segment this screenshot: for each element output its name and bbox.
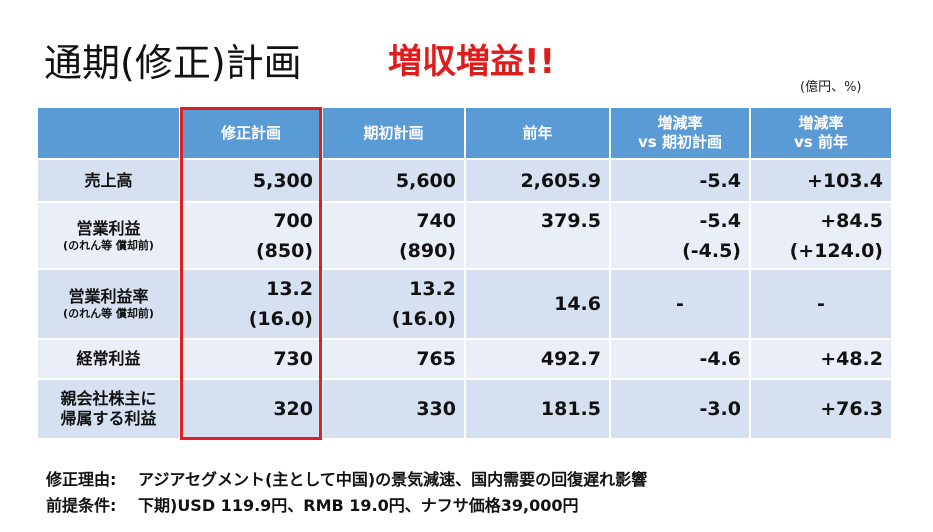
header-cell: 期初計画 — [323, 108, 464, 158]
note-label: 修正理由: — [46, 470, 117, 489]
cell-text: 320 — [273, 398, 313, 420]
data-cell: 13.2 (16.0) — [323, 270, 464, 338]
note: 修正理由: アジアセグメント(主として中国)の景気減速、国内需要の回復遅れ影響 — [46, 466, 647, 490]
cell-text: (+124.0) — [789, 240, 883, 262]
cell-text: 492.7 — [540, 348, 601, 370]
cell-text: 親会社株主に — [60, 389, 157, 408]
cell-text: - — [817, 293, 825, 315]
data-cell: 740 (890) — [323, 203, 464, 268]
cell-text: -5.4 — [699, 169, 741, 192]
row-label: 売上高 — [38, 160, 179, 201]
cell-text: 330 — [416, 398, 456, 420]
data-cell: -3.0 — [611, 380, 749, 438]
data-cell: -5.4 (-4.5) — [611, 203, 749, 268]
data-cell: 2,605.9 — [466, 160, 609, 201]
cell-text: 700 — [273, 210, 313, 232]
data-cell: 700 (850) — [181, 203, 321, 268]
cell-text: 379.5 — [540, 210, 601, 232]
note: 前提条件: 下期)USD 119.9円、RMB 19.0円、ナフサ価格39,000… — [46, 492, 579, 516]
cell-text: 期初計画 — [363, 123, 424, 142]
cell-text: - — [676, 293, 684, 315]
data-cell: +84.5 (+124.0) — [751, 203, 891, 268]
data-cell: 379.5 — [466, 203, 609, 268]
highlight-frame — [180, 107, 322, 440]
data-cell: +48.2 — [751, 340, 891, 378]
data-cell: 13.2 (16.0) — [181, 270, 321, 338]
data-cell: 492.7 — [466, 340, 609, 378]
row-label: 営業利益率 (のれん等 償却前) — [38, 270, 179, 338]
note-text: アジアセグメント(主として中国)の景気減速、国内需要の回復遅れ影響 — [138, 470, 648, 489]
cell-text: (850) — [255, 240, 313, 262]
cell-text: 740 — [416, 210, 456, 232]
data-cell: 181.5 — [466, 380, 609, 438]
data-cell: -4.6 — [611, 340, 749, 378]
cell-text: +103.4 — [806, 169, 883, 192]
note-text: 下期)USD 119.9円、RMB 19.0円、ナフサ価格39,000円 — [138, 496, 579, 515]
data-cell: 320 — [181, 380, 321, 438]
cell-text: vs 前年 — [794, 133, 848, 151]
cell-text: 営業利益 — [76, 218, 141, 238]
header-cell: 修正計画 — [181, 108, 321, 158]
cell-text: 経常利益 — [76, 349, 141, 368]
cell-text: (-4.5) — [682, 240, 741, 262]
data-cell: 765 — [323, 340, 464, 378]
cell-text: 修正計画 — [220, 123, 281, 142]
cell-text: +84.5 — [820, 210, 883, 232]
data-cell: +103.4 — [751, 160, 891, 201]
title: 通期(修正)計画 — [44, 41, 302, 85]
data-cell: 5,600 — [323, 160, 464, 201]
cell-text: 5,300 — [252, 169, 313, 192]
cell-text: (16.0) — [248, 308, 313, 330]
cell-text: -5.4 — [699, 210, 741, 232]
cell-text: 2,605.9 — [520, 169, 601, 192]
data-cell: 5,300 — [181, 160, 321, 201]
cell-text: -4.6 — [699, 348, 741, 370]
data-cell: -5.4 — [611, 160, 749, 201]
cell-text: 13.2 — [266, 278, 313, 300]
data-cell: - — [611, 270, 749, 338]
header-cell: 増減率 vs 前年 — [751, 108, 891, 158]
row-label: 経常利益 — [38, 340, 179, 378]
cell-text: 765 — [416, 348, 456, 370]
row-label: 親会社株主に 帰属する利益 — [38, 380, 179, 438]
cell-text: 帰属する利益 — [60, 409, 157, 428]
cell-text: 売上高 — [84, 170, 133, 190]
cell-text: (890) — [398, 240, 456, 262]
cell-text: (のれん等 償却前) — [63, 307, 154, 320]
cell-text: 前年 — [522, 123, 553, 142]
cell-text: 5,600 — [395, 169, 456, 192]
data-cell: 14.6 — [466, 270, 609, 338]
data-cell: 730 — [181, 340, 321, 378]
data-cell: - — [751, 270, 891, 338]
header-cell — [38, 108, 179, 158]
data-cell: +76.3 — [751, 380, 891, 438]
cell-text: 181.5 — [540, 398, 601, 420]
cell-text: +76.3 — [820, 398, 883, 420]
cell-text: -3.0 — [699, 398, 741, 420]
cell-text: 730 — [273, 348, 313, 370]
row-label: 営業利益 (のれん等 償却前) — [38, 203, 179, 268]
highlight: 増収増益!! — [388, 42, 556, 82]
cell-text: (のれん等 償却前) — [63, 238, 154, 252]
header-cell: 増減率 vs 期初計画 — [611, 108, 749, 158]
unit: (億円、%) — [800, 80, 862, 95]
cell-text: vs 期初計画 — [638, 133, 722, 151]
note-label: 前提条件: — [46, 496, 117, 515]
data-cell: 330 — [323, 380, 464, 438]
header-cell: 前年 — [466, 108, 609, 158]
cell-text: 営業利益率 — [68, 287, 149, 306]
cell-text: 増減率 — [657, 114, 703, 132]
cell-text: 増減率 — [798, 114, 844, 132]
cell-text: 13.2 — [409, 278, 456, 300]
cell-text: 14.6 — [554, 293, 601, 315]
cell-text: +48.2 — [820, 348, 883, 370]
cell-text: (16.0) — [391, 308, 456, 330]
